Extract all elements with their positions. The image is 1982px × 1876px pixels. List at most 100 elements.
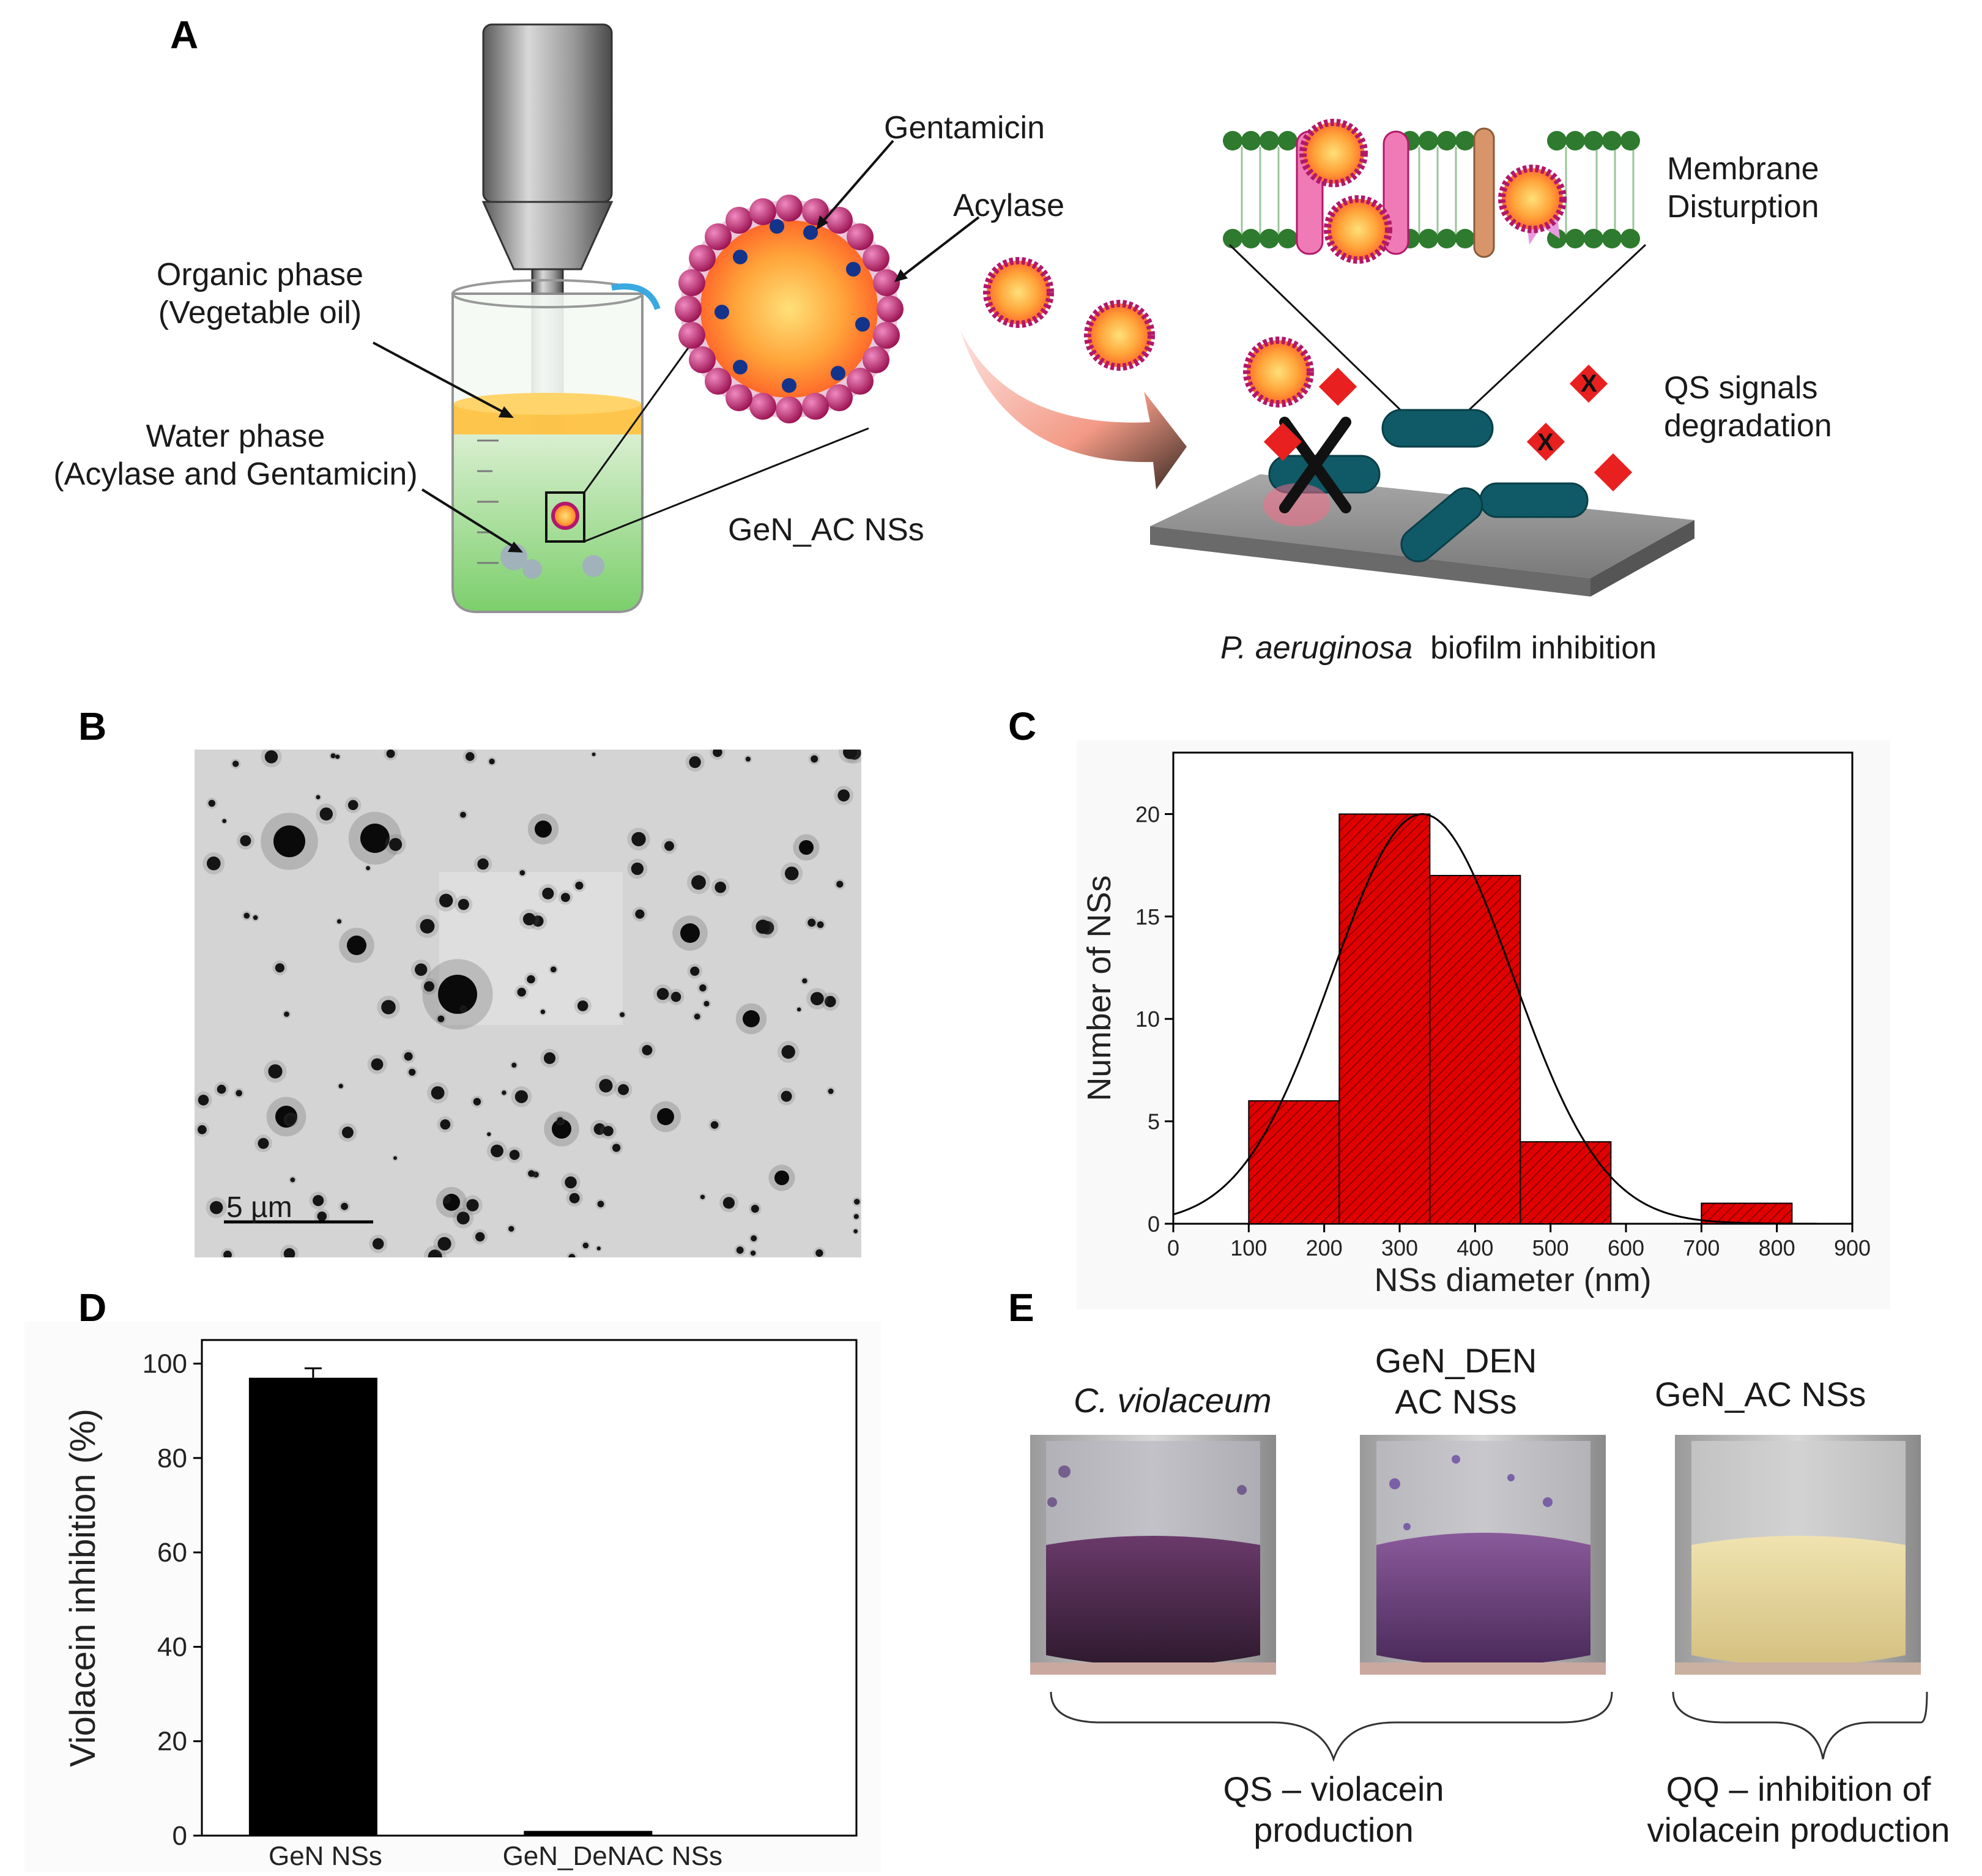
particle	[509, 1150, 520, 1160]
particle	[694, 1013, 700, 1020]
process-arrow	[960, 330, 1187, 489]
particle	[810, 992, 824, 1005]
label-water-phase: Water phase (Acylase and Gentamicin)	[12, 417, 459, 494]
particle	[514, 1090, 529, 1103]
label-water-line2: (Acylase and Gentamicin)	[53, 456, 418, 493]
particle	[240, 835, 251, 846]
particle	[631, 862, 644, 875]
particle	[424, 981, 434, 992]
particle	[527, 975, 535, 984]
particle	[437, 1237, 451, 1251]
particle	[198, 1125, 207, 1134]
label-organic-line2: (Vegetable oil)	[158, 295, 362, 331]
particle	[336, 919, 342, 924]
label-nss: GeN_AC NSs	[728, 512, 924, 548]
particle	[286, 1115, 295, 1125]
particle	[319, 807, 333, 821]
x-axis-label: NSs diameter (nm)	[1374, 1262, 1651, 1298]
particle	[477, 858, 489, 870]
particle	[722, 1197, 735, 1209]
particle	[431, 1086, 445, 1100]
particle	[599, 1079, 613, 1093]
y-tick-label: 100	[143, 1349, 187, 1379]
caption-rest: biofilm inhibition	[1430, 630, 1657, 666]
particle	[691, 875, 706, 890]
panel-b-micrograph	[195, 750, 861, 1257]
x-tick-labels: GeN NSs GeN_DeNAC NSs	[269, 1841, 722, 1871]
label-acylase: Acylase	[953, 188, 1065, 223]
label-water-line1: Water phase	[146, 419, 325, 454]
big-nanosphere	[675, 195, 904, 423]
particle	[689, 756, 701, 769]
particle	[458, 899, 469, 910]
panel-letter-a: A	[170, 13, 199, 57]
particle	[656, 988, 669, 1000]
particle-large	[438, 975, 477, 1014]
particle	[811, 755, 818, 763]
particle	[690, 966, 700, 976]
homogenizer-motor	[482, 23, 613, 203]
particle	[699, 984, 707, 992]
particle	[528, 1170, 535, 1177]
x-tick-label: 700	[1683, 1235, 1720, 1260]
particle	[575, 881, 584, 890]
particle	[440, 1119, 451, 1130]
particle	[381, 1000, 396, 1014]
particle	[232, 761, 239, 767]
particle	[489, 758, 495, 765]
y-tick-label: 80	[157, 1443, 187, 1473]
particle	[807, 918, 816, 927]
particle	[207, 856, 221, 871]
particle	[517, 988, 526, 997]
category-label: GeN_DeNAC NSs	[503, 1841, 722, 1871]
x-tick-label: 800	[1759, 1235, 1795, 1260]
particle	[366, 866, 370, 871]
normal-fit-curve	[1173, 813, 1852, 1225]
particle	[565, 1176, 577, 1189]
vial1-label: C. violaceum	[1074, 1381, 1272, 1420]
particle	[386, 750, 395, 758]
particle	[612, 1144, 621, 1152]
particle	[550, 966, 557, 973]
particle	[670, 991, 681, 1002]
particle	[341, 1202, 348, 1210]
label-membrane-line1: Membrane	[1667, 151, 1819, 187]
particle	[593, 1123, 606, 1135]
panel-letter-c: C	[1008, 704, 1037, 748]
group2-caption: QQ – inhibition of violacein production	[1627, 1768, 1970, 1850]
particle-large	[347, 936, 366, 955]
particle-large	[743, 1010, 760, 1027]
label-qs: QS signals degradation	[1664, 369, 1832, 445]
particle	[802, 978, 807, 984]
particle	[347, 800, 358, 810]
histogram-bar	[1248, 1100, 1340, 1224]
particle	[508, 1226, 514, 1232]
svg-text:X: X	[1537, 429, 1554, 456]
group1-line1: QS – violacein	[1223, 1770, 1444, 1808]
particle	[597, 1200, 604, 1208]
y-tick-label: 0	[1148, 1212, 1160, 1237]
particle	[284, 1011, 289, 1017]
particle	[542, 887, 554, 899]
x-tick-label: 100	[1230, 1235, 1267, 1260]
particle	[335, 754, 340, 759]
particle	[843, 750, 857, 759]
particle	[815, 1249, 823, 1257]
zoom-box	[545, 491, 585, 543]
particle	[491, 1144, 503, 1158]
bar	[248, 1377, 377, 1836]
particle	[409, 1068, 416, 1076]
particle	[751, 1235, 757, 1241]
particle	[466, 752, 475, 761]
particle	[837, 789, 850, 802]
floating-nanospheres	[983, 257, 1314, 408]
particle	[415, 963, 428, 976]
panel-a-schematic: XX	[373, 23, 1694, 613]
panel-c-chart: 0 100 200 300 400 500 600 700 800 900 0 5 10 15 20 NS…	[1077, 740, 1890, 1309]
particle	[317, 1212, 327, 1221]
particle	[502, 1090, 507, 1095]
particle-large	[774, 1171, 789, 1185]
y-tick-label: 5	[1148, 1109, 1160, 1134]
particle	[703, 1000, 710, 1007]
particle	[208, 800, 215, 807]
